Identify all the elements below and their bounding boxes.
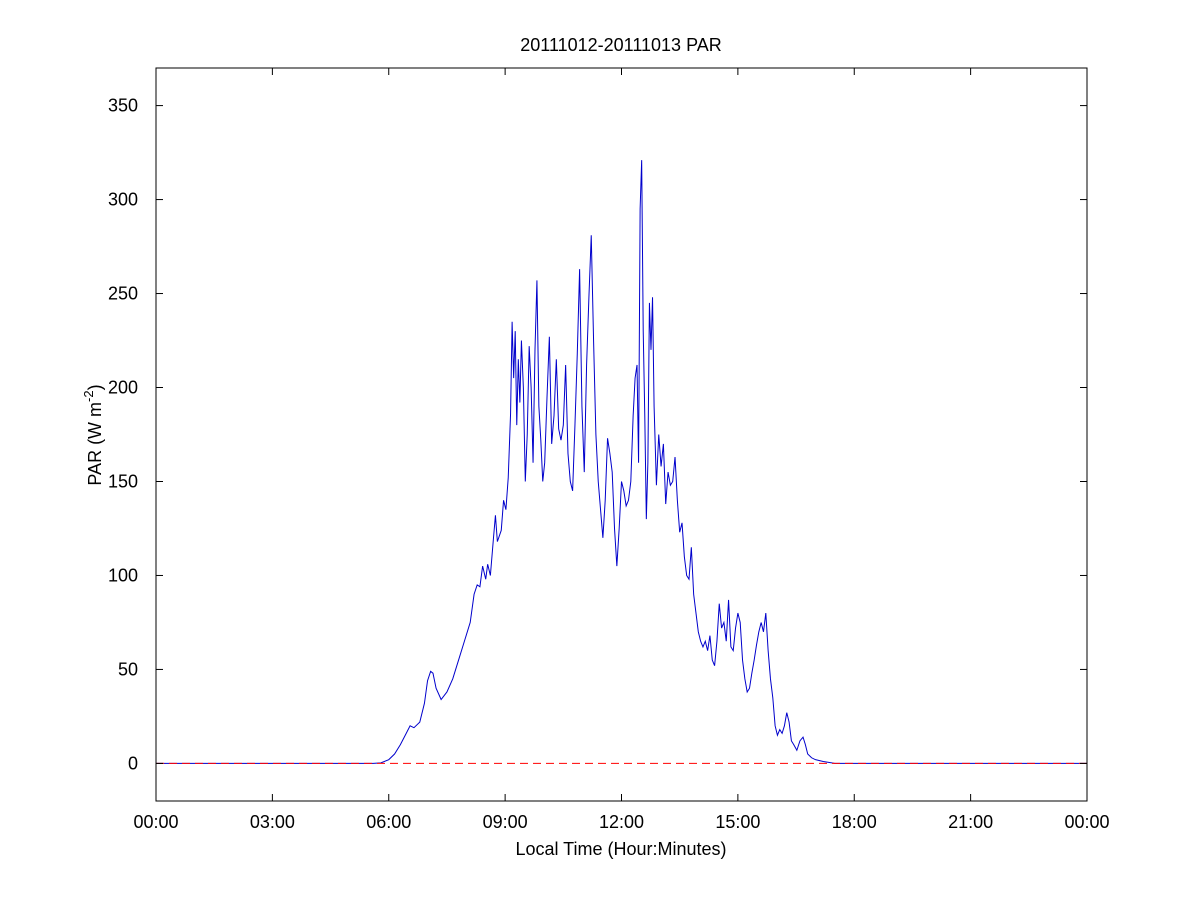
x-tick-label: 03:00 (250, 812, 295, 832)
plot-area (156, 68, 1087, 801)
y-tick-label: 150 (108, 471, 138, 491)
ticks-layer: 00:00 03:00 06:00 09:00 12:00 15:00 18:00 21:00… (108, 68, 1110, 832)
y-axis-title: PAR (W m-2) (81, 384, 105, 485)
x-tick-label: 00:00 (1064, 812, 1109, 832)
chart-title: 20111012-20111013 PAR (520, 35, 722, 55)
x-axis-title: Local Time (Hour:Minutes) (515, 839, 726, 859)
y-axis-title-main: PAR (W m (85, 402, 105, 486)
series-layer (156, 160, 1087, 764)
y-axis-title-close: ) (85, 384, 105, 390)
y-tick-label: 100 (108, 565, 138, 585)
x-tick-label: 06:00 (366, 812, 411, 832)
y-tick-label: 50 (118, 659, 138, 679)
x-tick-label: 09:00 (483, 812, 528, 832)
y-tick-label: 200 (108, 378, 138, 398)
y-tick-label: 0 (128, 753, 138, 773)
x-tick-label: 12:00 (599, 812, 644, 832)
y-axis-title-superscript: -2 (81, 390, 96, 402)
y-tick-label: 350 (108, 96, 138, 116)
x-tick-label: 21:00 (948, 812, 993, 832)
y-tick-label: 250 (108, 284, 138, 304)
par-series-line (156, 160, 1087, 764)
x-tick-label: 18:00 (832, 812, 877, 832)
y-tick-label: 300 (108, 190, 138, 210)
x-tick-label: 00:00 (133, 812, 178, 832)
x-tick-label: 15:00 (715, 812, 760, 832)
